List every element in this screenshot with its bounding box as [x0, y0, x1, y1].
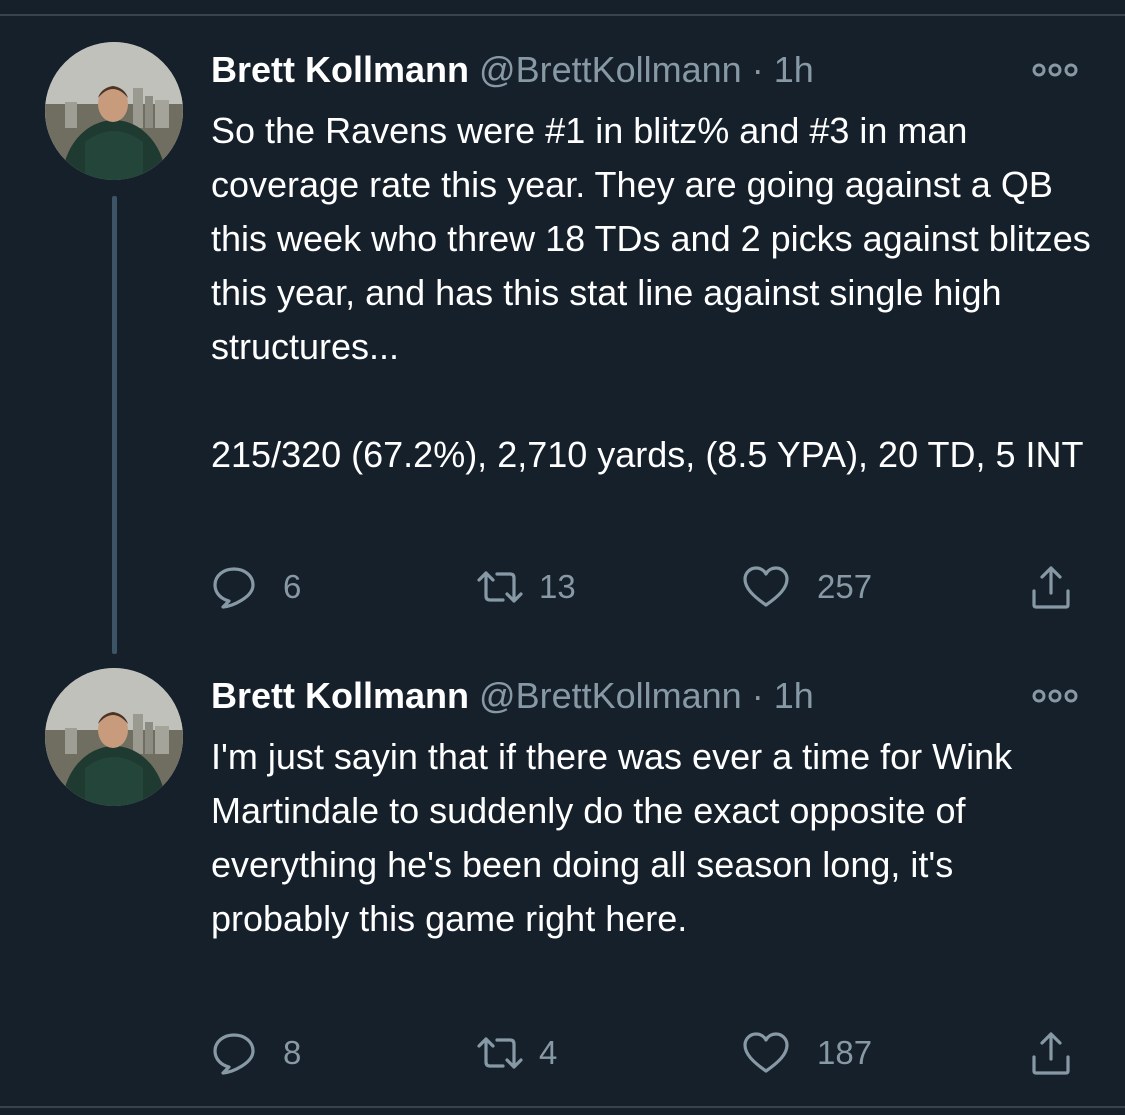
timestamp[interactable]: 1h [773, 49, 814, 90]
share-icon [1029, 1029, 1073, 1077]
separator: · [751, 49, 764, 90]
share-icon [1029, 563, 1073, 611]
like-icon [741, 1030, 791, 1076]
more-icon[interactable] [1030, 686, 1080, 706]
retweet-count: 13 [539, 568, 576, 605]
action-bar: 6 13 257 [211, 562, 1081, 612]
retweet-count: 4 [539, 1034, 558, 1071]
retweet-button[interactable]: 13 [473, 562, 576, 612]
tweet-text: I'm just sayin that if there was ever a … [211, 730, 1091, 946]
top-divider [0, 14, 1125, 16]
like-button[interactable]: 257 [741, 562, 872, 612]
retweet-icon [473, 564, 527, 610]
like-button[interactable]: 187 [741, 1028, 872, 1078]
reply-icon [211, 564, 257, 610]
reply-button[interactable]: 6 [211, 562, 301, 612]
author-handle[interactable]: @BrettKollmann [479, 675, 742, 716]
tweet-header: Brett Kollmann @BrettKollmann · 1h [211, 48, 814, 92]
author-name[interactable]: Brett Kollmann [211, 49, 470, 90]
more-icon[interactable] [1030, 60, 1080, 80]
tweet-text: So the Ravens were #1 in blitz% and #3 i… [211, 104, 1091, 482]
author-name[interactable]: Brett Kollmann [211, 675, 470, 716]
reply-count: 6 [283, 568, 302, 605]
reply-button[interactable]: 8 [211, 1028, 301, 1078]
bottom-divider [0, 1106, 1125, 1108]
reply-icon [211, 1030, 257, 1076]
tweet-paragraph: I'm just sayin that if there was ever a … [211, 736, 1013, 939]
like-icon [741, 564, 791, 610]
share-button[interactable] [1029, 1028, 1073, 1078]
avatar[interactable] [45, 668, 183, 806]
like-count: 187 [817, 1034, 873, 1071]
reply-count: 8 [283, 1034, 302, 1071]
timestamp[interactable]: 1h [773, 675, 814, 716]
like-count: 257 [817, 568, 873, 605]
avatar[interactable] [45, 42, 183, 180]
separator: · [751, 675, 764, 716]
thread-connector-line [112, 196, 117, 654]
tweet-paragraph: So the Ravens were #1 in blitz% and #3 i… [211, 110, 1091, 367]
author-handle[interactable]: @BrettKollmann [479, 49, 742, 90]
action-bar: 8 4 187 [211, 1028, 1081, 1078]
share-button[interactable] [1029, 562, 1073, 612]
retweet-button[interactable]: 4 [473, 1028, 557, 1078]
tweet-paragraph: 215/320 (67.2%), 2,710 yards, (8.5 YPA),… [211, 434, 1084, 475]
retweet-icon [473, 1030, 527, 1076]
tweet-header: Brett Kollmann @BrettKollmann · 1h [211, 674, 814, 718]
